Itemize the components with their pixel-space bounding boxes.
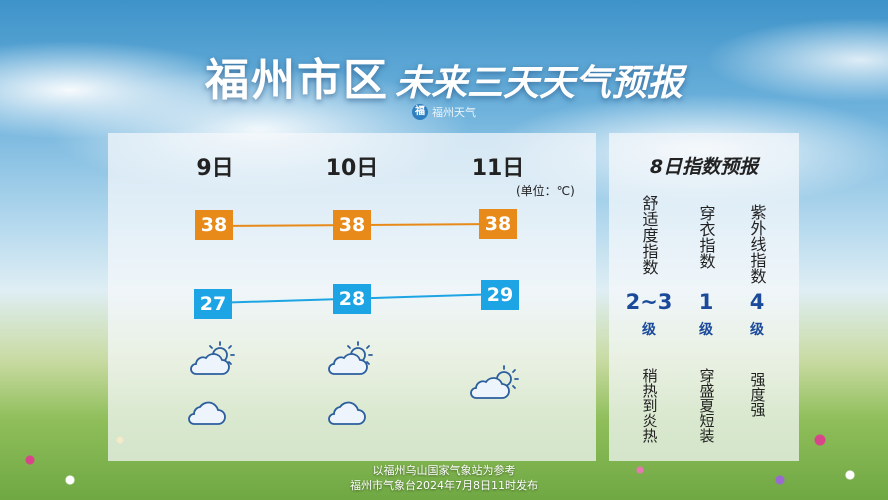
high-temp-badge: 38 bbox=[479, 209, 517, 239]
index-value: 4 bbox=[749, 290, 765, 314]
cloud-icon bbox=[328, 401, 366, 425]
footer-reference: 以福州乌山国家气象站为参考 bbox=[372, 464, 516, 477]
day-header: 9日 bbox=[196, 156, 234, 181]
low-temp-badge: 28 bbox=[333, 284, 371, 314]
index-description: 稍热到炎热 bbox=[640, 367, 659, 443]
index-value: 2~3 bbox=[625, 290, 673, 314]
day-header: 11日 bbox=[471, 156, 525, 181]
index-title: 8日指数预报 bbox=[649, 156, 759, 178]
index-desc-comfort: 稍热到炎热 bbox=[629, 352, 669, 458]
cloud-icon bbox=[188, 401, 226, 425]
index-grade: 级 bbox=[750, 322, 764, 338]
day-header: 10日 bbox=[325, 156, 379, 181]
index-name: 穿衣指数 bbox=[696, 205, 716, 269]
footer-publisher: 福州市气象台2024年7月8日11时发布 bbox=[350, 479, 538, 492]
temperature-unit: (单位：℃) bbox=[516, 184, 575, 198]
index-grade: 级 bbox=[699, 322, 713, 338]
high-temp-badge: 38 bbox=[195, 210, 233, 240]
index-column-uv: 紫外线指数 bbox=[737, 190, 777, 298]
index-desc-clothing: 穿盛夏短装 bbox=[686, 352, 726, 458]
brand-logo: 福福州天气 bbox=[0, 104, 888, 120]
index-name: 紫外线指数 bbox=[747, 204, 767, 284]
title-sub: 未来三天天气预报 bbox=[394, 63, 683, 104]
index-description: 强度强 bbox=[748, 371, 767, 417]
low-temp-badge: 27 bbox=[194, 289, 232, 319]
index-panel bbox=[609, 133, 799, 461]
index-grade: 级 bbox=[642, 322, 656, 338]
high-temp-badge: 38 bbox=[333, 210, 371, 240]
logo-icon: 福 bbox=[412, 104, 428, 120]
index-column-clothing: 穿衣指数 bbox=[686, 194, 726, 280]
partly-cloudy-sun-icon bbox=[190, 341, 235, 375]
index-name: 舒适度指数 bbox=[639, 195, 659, 275]
page-title: 福州市区 未来三天天气预报 bbox=[0, 44, 888, 108]
footer-note: 以福州乌山国家气象站为参考 福州市气象台2024年7月8日11时发布 bbox=[0, 463, 888, 493]
index-value: 1 bbox=[698, 290, 714, 314]
low-temp-badge: 29 bbox=[481, 280, 519, 310]
index-description: 穿盛夏短装 bbox=[697, 367, 716, 443]
partly-cloudy-sun-icon bbox=[328, 341, 373, 375]
title-main: 福州市区 bbox=[204, 55, 389, 106]
index-column-comfort: 舒适度指数 bbox=[629, 181, 669, 289]
sun-behind-cloud-icon bbox=[470, 365, 519, 399]
index-desc-uv: 强度强 bbox=[737, 361, 777, 427]
logo-text: 福州天气 bbox=[432, 106, 476, 119]
